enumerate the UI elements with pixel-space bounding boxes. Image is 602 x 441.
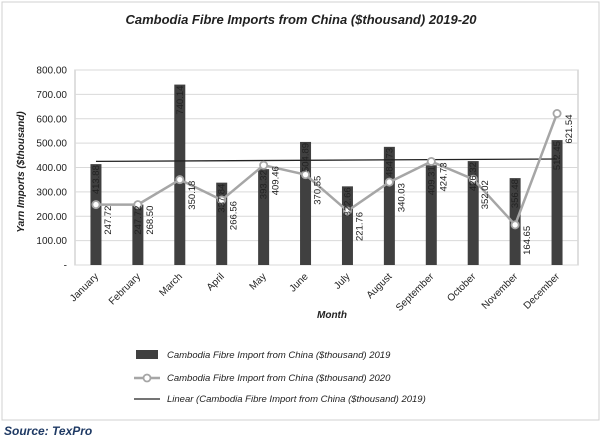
bar-december bbox=[551, 140, 563, 265]
legend: Cambodia Fibre Import from China ($thous… bbox=[134, 350, 426, 405]
bar-data-label: 322.66 bbox=[342, 187, 353, 216]
line-data-label: 266.56 bbox=[229, 201, 240, 230]
source-credit: Source: TexPro bbox=[4, 424, 93, 438]
line-data-label: 621.54 bbox=[564, 114, 575, 143]
y-axis-label: Yarn Imports ($thousand) bbox=[16, 111, 27, 233]
bar-august bbox=[383, 146, 395, 265]
y-tick-label: 500.00 bbox=[36, 139, 67, 150]
x-axis-label: Month bbox=[317, 310, 347, 321]
bar-october bbox=[467, 161, 479, 265]
line-data-label: 247.72 bbox=[103, 206, 114, 235]
legend-entry: Cambodia Fibre Import from China ($thous… bbox=[167, 373, 391, 384]
y-tick-label: - bbox=[64, 261, 67, 272]
bar-data-label: 484.73 bbox=[384, 148, 395, 177]
bar-june bbox=[300, 141, 312, 265]
bar-data-label: 504.89 bbox=[301, 143, 312, 172]
y-tick-label: 200.00 bbox=[36, 212, 67, 223]
line-series-2020 bbox=[91, 108, 562, 230]
line-data-label: 340.03 bbox=[396, 183, 407, 212]
y-tick-label: 400.00 bbox=[36, 163, 67, 174]
legend-entry: Linear (Cambodia Fibre Import from China… bbox=[167, 394, 426, 405]
y-tick-label: 700.00 bbox=[36, 90, 67, 101]
line-point-may bbox=[259, 160, 269, 170]
line-point-january bbox=[91, 200, 101, 210]
line-point-september bbox=[426, 156, 436, 166]
bar-february bbox=[132, 204, 144, 265]
bar-april bbox=[216, 182, 228, 265]
bar-september bbox=[425, 165, 437, 265]
bar-march bbox=[174, 84, 186, 265]
bar-may bbox=[258, 169, 270, 265]
legend-swatch-2019 bbox=[136, 350, 158, 359]
chart-title: Cambodia Fibre Imports from China ($thou… bbox=[125, 12, 477, 27]
bar-data-label: 356.48 bbox=[510, 179, 521, 208]
line-point-march bbox=[175, 175, 185, 185]
y-tick-label: 800.00 bbox=[36, 66, 67, 77]
bar-data-label: 512.45 bbox=[552, 141, 563, 170]
bar-data-label: 413.88 bbox=[91, 165, 102, 194]
line-data-label: 350.18 bbox=[187, 181, 198, 210]
line-data-label: 409.46 bbox=[271, 166, 282, 195]
line-data-label: 370.55 bbox=[313, 176, 324, 205]
line-data-label: 221.76 bbox=[354, 212, 365, 241]
line-data-label: 164.65 bbox=[522, 226, 533, 255]
line-data-label: 352.02 bbox=[480, 180, 491, 209]
legend-marker-2020 bbox=[142, 373, 152, 383]
line-point-july bbox=[342, 206, 352, 216]
gridlines bbox=[74, 69, 579, 266]
bar-data-label: 247.72 bbox=[133, 206, 144, 235]
bar-data-label: 740.14 bbox=[175, 86, 186, 115]
bar-july bbox=[341, 186, 353, 265]
line-point-april bbox=[217, 195, 227, 205]
legend-entry: Cambodia Fibre Import from China ($thous… bbox=[167, 350, 391, 361]
y-tick-label: 100.00 bbox=[36, 236, 67, 247]
bar-january bbox=[90, 164, 102, 265]
line-point-february bbox=[133, 200, 143, 210]
bar-data-label: 393.32 bbox=[259, 170, 270, 199]
trendline bbox=[95, 158, 558, 163]
bar-data-label: 337.84 bbox=[217, 184, 228, 213]
y-tick-label: 300.00 bbox=[36, 187, 67, 198]
line-data-label: 424.73 bbox=[438, 162, 449, 191]
bar-data-label: 426.32 bbox=[468, 162, 479, 191]
line-2020-path bbox=[95, 113, 559, 228]
trendline-2019 bbox=[95, 158, 558, 163]
y-axis-ticks: - 100.00 200.00 300.00 400.00 500.00 600.00 700… bbox=[36, 66, 67, 272]
line-point-october bbox=[468, 174, 478, 184]
line-point-august bbox=[384, 177, 394, 187]
line-point-november bbox=[510, 220, 520, 230]
bar-data-labels: 413.88 247.72 740.14 337.84 393.32 504.89 322.… bbox=[91, 86, 563, 235]
y-tick-label: 600.00 bbox=[36, 114, 67, 125]
bar-data-label: 409.31 bbox=[426, 166, 437, 195]
line-data-label: 268.50 bbox=[145, 206, 156, 235]
line-point-june bbox=[301, 170, 311, 180]
line-point-december bbox=[552, 108, 562, 118]
